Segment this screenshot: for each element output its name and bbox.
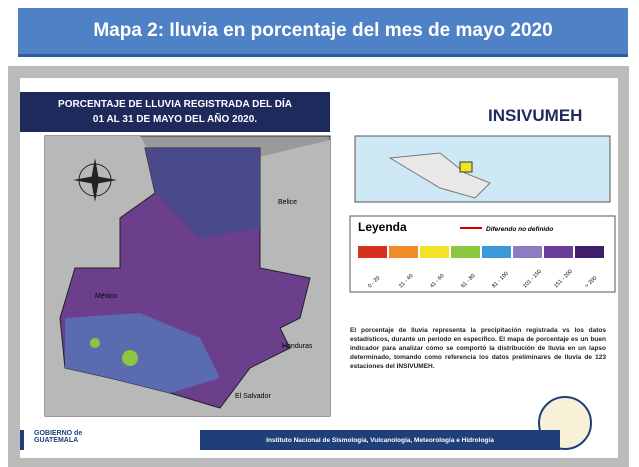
slide-title: PORCENTAJE DE LLUVIA REGISTRADA DEL DÍA [58,99,292,110]
slide-subtitle: 01 AL 31 DE MAYO DEL AÑO 2020. [92,114,258,125]
inset-map [354,135,611,203]
map-region [90,338,100,348]
legend-swatch [451,246,480,258]
legend-swatch [513,246,542,258]
gov-mark [20,430,24,450]
slide: PORCENTAJE DE LLUVIA REGISTRADA DEL DÍA … [20,78,618,458]
map-region [122,350,138,366]
legend-swatch [482,246,511,258]
map-label: México [95,293,117,300]
legend-swatch [575,246,604,258]
map-label: El Salvador [235,393,271,400]
footer: Instituto Nacional de Sismología, Vulcan… [200,430,560,450]
legend-swatch [358,246,387,258]
institution-logo: INSIVUMEH [488,106,583,125]
inset-highlight [459,161,473,173]
inset-land [388,152,491,199]
compass-rose [73,158,117,202]
map-region [145,148,260,238]
map-label: Belice [278,199,297,206]
slide-banner: PORCENTAJE DE LLUVIA REGISTRADA DEL DÍA … [20,92,330,132]
legend-swatch [420,246,449,258]
government-logo: GOBIERNO de GUATEMALA [34,430,83,444]
legend-swatch [544,246,573,258]
map-region [65,313,220,393]
legend-title: Leyenda [358,220,407,234]
legend-swatch [389,246,418,258]
map-label: Honduras [282,343,313,350]
legend-note: Diferendo no definido [486,226,553,233]
description: El porcentaje de lluvia representa la pr… [350,327,606,370]
slide-graphics: México Belice Honduras El Salvador Leyen… [20,135,616,450]
header-title: Mapa 2: Iluvia en porcentaje del mes de … [18,8,628,57]
